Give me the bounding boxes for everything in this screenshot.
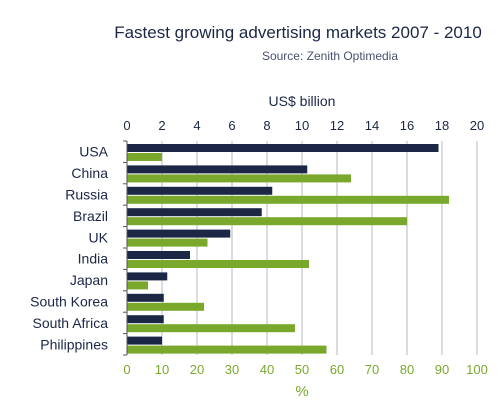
category-label: China [71,165,108,181]
top-tick-label: 8 [263,118,270,133]
bar-usd-billion [127,144,439,152]
category-label: Russia [65,187,108,203]
axes: 0 2 4 6 8 10 12 14 16 18 20 0 10 20 30 40 50 60 70 80 90 100 U… [30,118,488,377]
top-tick-label: 20 [470,118,484,133]
bottom-tick-label: 70 [365,362,379,377]
bottom-tick-label: 60 [330,362,344,377]
bars [127,144,449,354]
bottom-tick-label: 30 [225,362,239,377]
top-tick-label: 0 [123,118,130,133]
chart-title: Fastest growing advertising markets 2007… [114,23,482,42]
bottom-tick-label: 10 [155,362,169,377]
top-tick-label: 14 [365,118,379,133]
top-tick-label: 12 [330,118,344,133]
bottom-tick-label: 90 [435,362,449,377]
bottom-tick-label: 100 [466,362,488,377]
bar-usd-billion [127,186,273,195]
bar-usd-billion [127,315,164,324]
category-label: Japan [70,272,108,288]
category-label: USA [79,144,108,160]
bottom-tick-label: 50 [295,362,309,377]
category-label: India [78,251,109,267]
bottom-tick-label: 20 [190,362,204,377]
top-tick-label: 16 [400,118,414,133]
top-tick-label: 4 [193,118,200,133]
bar-usd-billion [127,229,231,238]
top-tick-label: 18 [435,118,449,133]
top-tick-label: 2 [158,118,165,133]
bar-usd-billion [127,251,190,259]
bar-percent [127,238,208,247]
bar-percent [127,260,309,268]
bar-percent [127,195,449,204]
bar-percent [127,153,162,161]
bar-usd-billion [127,293,164,302]
category-label: UK [89,229,109,245]
bar-percent [127,345,327,354]
bar-usd-billion [127,208,262,217]
top-axis-label: US$ billion [269,93,336,109]
category-label: Brazil [73,208,108,224]
bar-usd-billion [127,272,168,281]
chart-subtitle: Source: Zenith Optimedia [262,49,398,63]
category-label: Philippines [40,336,108,352]
bar-percent [127,217,407,226]
bar-percent [127,324,295,333]
bar-percent [127,302,204,311]
bar-percent [127,281,148,290]
bottom-axis-label: % [295,383,308,400]
bar-percent [127,174,351,183]
bottom-tick-label: 0 [123,362,130,377]
bottom-tick-label: 40 [260,362,274,377]
category-label: South Africa [33,315,109,331]
bar-usd-billion [127,165,308,174]
top-tick-label: 6 [228,118,235,133]
bar-usd-billion [127,336,162,345]
category-label: South Korea [30,294,108,310]
bottom-tick-label: 80 [400,362,414,377]
top-tick-label: 10 [295,118,309,133]
